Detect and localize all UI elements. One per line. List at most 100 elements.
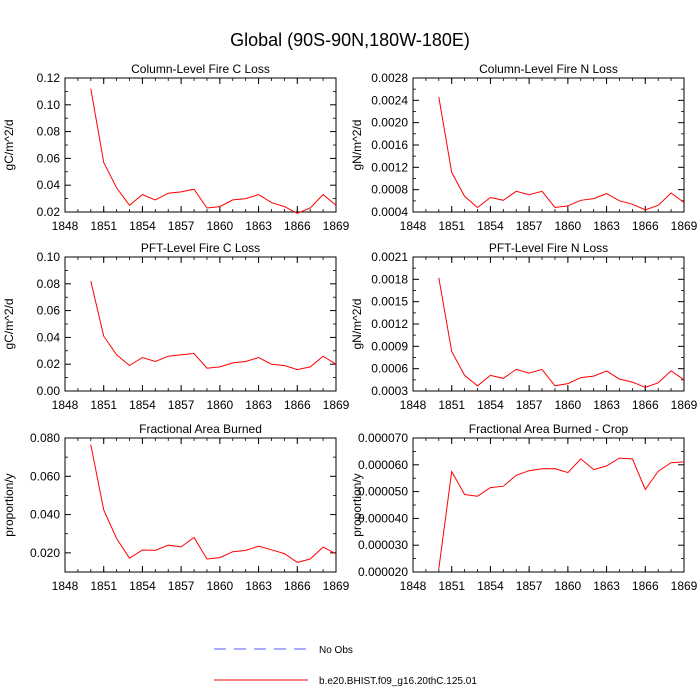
y-tick-label: 0.0012 [371,317,408,331]
x-tick-label: 1857 [168,579,195,593]
x-tick-label: 1869 [671,579,698,593]
y-axis-label: gN/m^2/d [350,120,364,171]
x-tick-label: 1866 [632,398,659,412]
x-tick-label: 1848 [52,579,79,593]
y-tick-label: 0.000050 [358,485,408,499]
y-tick-label: 0.08 [37,125,61,139]
y-tick-label: 0.02 [37,205,61,219]
y-tick-label: 0.08 [37,277,61,291]
plot-frame [64,437,337,573]
y-tick-label: 0.0003 [371,384,408,398]
x-tick-label: 1851 [438,579,465,593]
y-tick-label: 0.060 [30,469,60,483]
y-axis-label: gC/m^2/d [2,299,16,350]
x-tick-label: 1851 [90,579,117,593]
chart-panel-3: 1848 1851 1854 1857 1860 1863 1866 1869 0.00 0.02… [2,241,350,412]
y-axis-label: proportion/y [2,473,16,536]
panel-title: Fractional Area Burned [139,422,262,436]
x-tick-label: 1863 [245,579,272,593]
x-tick-label: 1860 [207,219,234,233]
x-tick-label: 1854 [129,579,156,593]
x-tick-label: 1860 [207,398,234,412]
x-tick-label: 1869 [671,398,698,412]
y-tick-label: 0.080 [30,431,60,445]
x-tick-label: 1857 [168,398,195,412]
x-tick-label: 1869 [323,219,350,233]
y-tick-label: 0.12 [37,71,61,85]
x-tick-label: 1860 [555,398,582,412]
y-tick-label: 0.10 [37,98,61,112]
x-tick-label: 1854 [477,398,504,412]
y-tick-label: 0.020 [30,546,60,560]
y-tick-label: 0.0008 [371,183,408,197]
y-tick-label: 0.0028 [371,71,408,85]
x-tick-label: 1851 [90,219,117,233]
y-tick-label: 0.0018 [371,272,408,286]
panel-title: PFT-Level Fire N Loss [489,241,608,255]
x-tick-label: 1854 [477,579,504,593]
y-tick-label: 0.00 [37,384,61,398]
y-axis-label: gN/m^2/d [350,299,364,350]
x-tick-label: 1863 [593,398,620,412]
y-tick-label: 0.06 [37,151,61,165]
chart-panel-5: 1848 1851 1854 1857 1860 1863 1866 1869 0.020 0.0… [2,422,350,593]
legend-label-obs: No Obs [319,645,353,656]
panel-title: Column-Level Fire C Loss [131,62,270,76]
y-tick-label: 0.0004 [371,205,408,219]
y-axis-label: gC/m^2/d [2,120,16,171]
x-tick-label: 1851 [90,398,117,412]
y-tick-label: 0.06 [37,304,61,318]
y-tick-label: 0.04 [37,178,61,192]
x-tick-label: 1869 [323,398,350,412]
x-tick-label: 1863 [593,579,620,593]
legend: No Obs b.e20.BHIST.f09_g16.20thC.125.01 [214,645,477,687]
chart-panel-1: 1848 1851 1854 1857 1860 1863 1866 1869 0.02 0.04… [2,62,350,233]
series-line [438,457,685,569]
plot-frame [412,437,685,573]
chart-panel-2: 1848 1851 1854 1857 1860 1863 1866 1869 0.0004 0.… [350,62,698,233]
x-tick-label: 1857 [516,219,543,233]
x-tick-label: 1848 [400,579,427,593]
series-line [90,280,337,371]
x-tick-label: 1848 [400,219,427,233]
x-tick-label: 1860 [207,579,234,593]
plot-frame [64,256,337,392]
x-tick-label: 1848 [400,398,427,412]
x-tick-label: 1854 [129,398,156,412]
y-tick-label: 0.000020 [358,565,408,579]
x-tick-label: 1866 [284,398,311,412]
y-tick-label: 0.0021 [371,250,408,264]
y-tick-label: 0.040 [30,508,60,522]
series-line [438,96,685,211]
x-tick-label: 1854 [477,219,504,233]
chart-panels: 1848 1851 1854 1857 1860 1863 1866 1869 0.02 0.04… [2,62,698,593]
x-tick-label: 1860 [555,219,582,233]
x-tick-label: 1860 [555,579,582,593]
x-tick-label: 1857 [516,579,543,593]
x-tick-label: 1851 [438,219,465,233]
y-axis-label: proportion/y [350,473,364,536]
y-tick-label: 0.0015 [371,295,408,309]
x-tick-label: 1857 [516,398,543,412]
chart-panel-6: 1848 1851 1854 1857 1860 1863 1866 1869 0.000020… [350,422,698,593]
x-tick-label: 1851 [438,398,465,412]
y-tick-label: 0.0012 [371,160,408,174]
chart-panel-4: 1848 1851 1854 1857 1860 1863 1866 1869 0.0003 0.… [350,241,698,412]
plot-frame [64,77,337,213]
x-tick-label: 1869 [671,219,698,233]
y-tick-label: 0.0006 [371,362,408,376]
y-tick-label: 0.10 [37,250,61,264]
y-tick-label: 0.0009 [371,339,408,353]
x-tick-label: 1857 [168,219,195,233]
series-line [438,277,685,388]
y-tick-label: 0.0020 [371,116,408,130]
y-tick-label: 0.000070 [358,431,408,445]
x-tick-label: 1863 [245,219,272,233]
y-tick-label: 0.000060 [358,458,408,472]
panel-title: Fractional Area Burned - Crop [469,422,629,436]
x-tick-label: 1866 [284,219,311,233]
plot-frame [412,77,685,213]
y-tick-label: 0.04 [37,330,61,344]
legend-item-obs: No Obs [214,645,353,656]
